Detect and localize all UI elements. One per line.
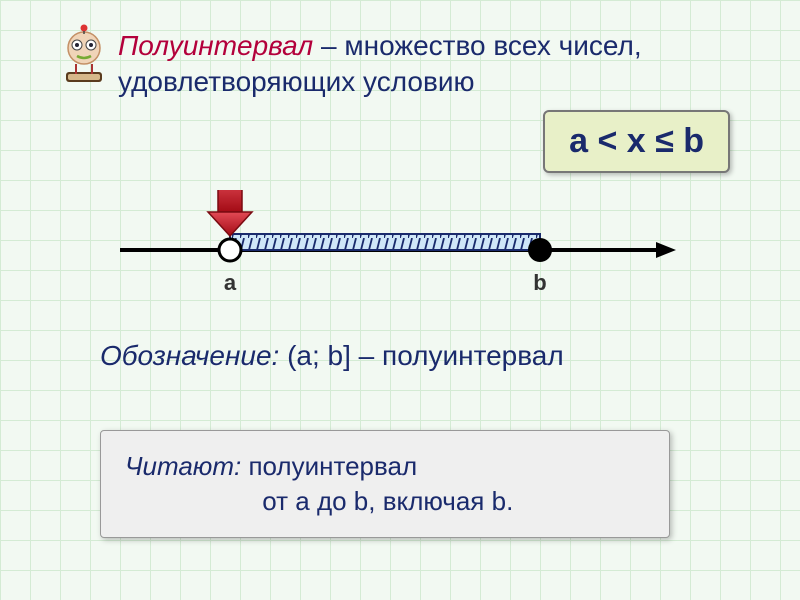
inequality-box: a < x ≤ b [543,110,730,173]
number-line-diagram: a b [120,190,680,310]
point-b-closed [529,239,551,261]
reading-box: Читают: полуинтервал от a до b, включая … [100,430,670,538]
interval-hatched-bar [230,234,540,250]
notation-label: Обозначение: [100,340,279,371]
label-a: a [224,270,237,295]
robot-icon [60,24,108,89]
point-a-open [219,239,241,261]
reading-line2: от a до b, включая b. [262,486,513,516]
axis-arrow [656,242,676,258]
notation-row: Обозначение: (a; b] – полуинтервал [100,340,564,372]
inequality-text: a < x ≤ b [569,122,704,160]
indicator-arrow-icon [208,190,252,236]
reading-line1: полуинтервал [241,451,417,481]
title-row: Полуинтервал – множество всех чисел, удо… [60,28,740,101]
title-highlight: Полуинтервал [118,30,313,61]
label-b: b [533,270,546,295]
reading-label: Читают: [125,451,241,481]
slide-content: Полуинтервал – множество всех чисел, удо… [0,0,800,600]
page-title: Полуинтервал – множество всех чисел, удо… [118,28,740,101]
notation-value: (a; b] – полуинтервал [279,340,563,371]
